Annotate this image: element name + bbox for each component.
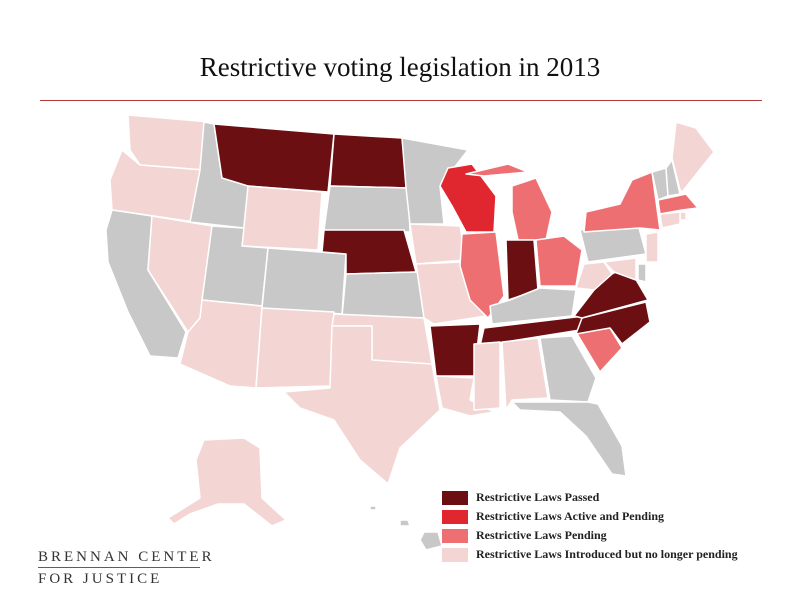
state-MN[interactable] xyxy=(401,137,469,225)
brennan-center-logo: BRENNAN CENTER FOR JUSTICE xyxy=(38,548,215,588)
legend-label-active-pending: Restrictive Laws Active and Pending xyxy=(476,509,664,523)
state-IL[interactable] xyxy=(459,231,505,319)
state-WV[interactable] xyxy=(575,261,613,291)
state-ND[interactable] xyxy=(329,133,409,189)
state-WY[interactable] xyxy=(241,185,323,251)
state-NM[interactable] xyxy=(255,307,335,389)
state-HI[interactable] xyxy=(369,505,443,551)
state-GA[interactable] xyxy=(539,335,597,403)
map-title: Restrictive voting legislation in 2013 xyxy=(199,52,601,82)
state-KY[interactable] xyxy=(489,287,577,325)
legend-label-pending: Restrictive Laws Pending xyxy=(476,528,607,542)
state-ME[interactable] xyxy=(671,121,715,193)
legend-item-pending: Restrictive Laws Pending xyxy=(442,526,738,545)
state-MT[interactable] xyxy=(213,123,335,193)
state-MD[interactable] xyxy=(603,257,637,281)
legend-item-passed: Restrictive Laws Passed xyxy=(442,488,738,507)
state-CO[interactable] xyxy=(261,247,347,315)
state-FL[interactable] xyxy=(511,401,627,477)
legend-swatch-introduced xyxy=(442,547,468,562)
legend: Restrictive Laws Passed Restrictive Laws… xyxy=(442,488,738,564)
legend-swatch-pending xyxy=(442,528,468,543)
logo-divider xyxy=(38,567,200,568)
legend-item-introduced: Restrictive Laws Introduced but no longe… xyxy=(442,545,738,564)
legend-swatch-active-pending xyxy=(442,509,468,524)
state-MS[interactable] xyxy=(473,341,501,411)
state-CT[interactable] xyxy=(659,211,681,229)
legend-item-active-pending: Restrictive Laws Active and Pending xyxy=(442,507,738,526)
state-NH[interactable] xyxy=(665,159,681,197)
state-IA[interactable] xyxy=(409,223,467,265)
state-NJ[interactable] xyxy=(645,231,659,263)
state-WI[interactable] xyxy=(439,163,497,233)
state-NC[interactable] xyxy=(575,301,651,345)
state-DE[interactable] xyxy=(637,263,647,283)
legend-label-introduced: Restrictive Laws Introduced but no longe… xyxy=(476,547,738,561)
logo-line-1: BRENNAN CENTER xyxy=(38,549,215,565)
state-KS[interactable] xyxy=(341,271,425,319)
state-AR[interactable] xyxy=(429,323,481,377)
state-SD[interactable] xyxy=(323,185,411,233)
logo-line-2: FOR JUSTICE xyxy=(38,571,163,587)
state-AK[interactable] xyxy=(167,437,287,527)
legend-label-passed: Restrictive Laws Passed xyxy=(476,490,600,504)
title-divider xyxy=(40,100,762,101)
state-TX[interactable] xyxy=(283,325,441,485)
state-RI[interactable] xyxy=(679,211,687,221)
state-WA[interactable] xyxy=(127,114,211,171)
state-OH[interactable] xyxy=(535,235,583,287)
legend-swatch-passed xyxy=(442,490,468,505)
state-AL[interactable] xyxy=(501,337,549,411)
state-MA[interactable] xyxy=(657,193,699,215)
state-NY[interactable] xyxy=(583,171,661,233)
